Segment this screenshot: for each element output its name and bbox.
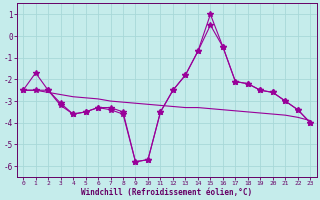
X-axis label: Windchill (Refroidissement éolien,°C): Windchill (Refroidissement éolien,°C) — [81, 188, 252, 197]
